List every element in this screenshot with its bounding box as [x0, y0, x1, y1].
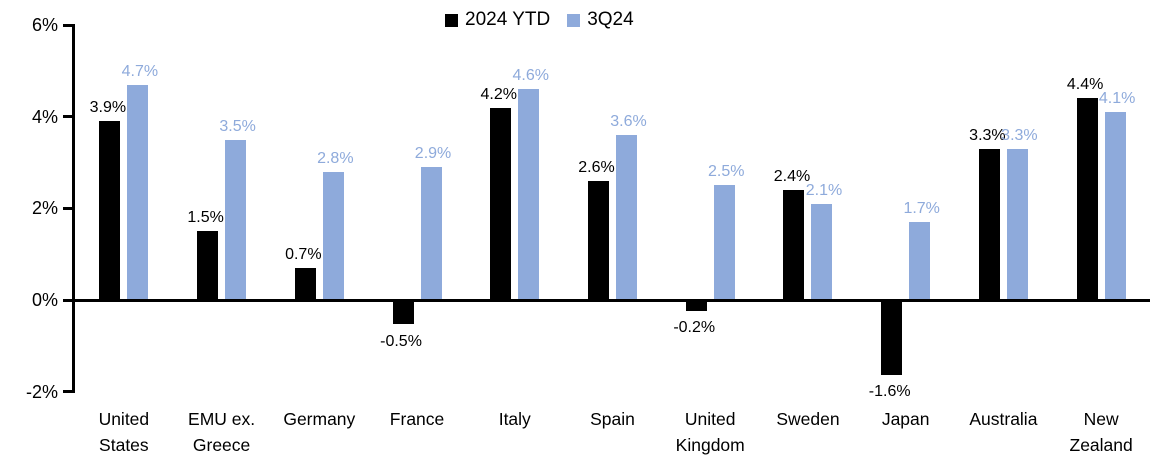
y-axis-tick-label: 4%	[31, 106, 58, 127]
legend-label-3q24: 3Q24	[587, 9, 634, 30]
bar-2024-ytd	[294, 267, 316, 299]
bar-3q24	[518, 89, 540, 299]
y-axis-tick-label: 0%	[31, 290, 58, 310]
bar-value-label: 4.1%	[1098, 90, 1136, 108]
bar-3q24	[713, 185, 735, 299]
bar-value-label: 3.9%	[89, 99, 127, 117]
bar-value-label: 3.3%	[969, 126, 1006, 144]
bar-3q24	[909, 222, 931, 299]
bar-3q24	[127, 84, 149, 299]
bar-2024-ytd	[881, 301, 903, 375]
x-axis-category-label: Germany	[283, 409, 356, 429]
bar-3q24	[616, 135, 637, 299]
bar-value-label: 4.2%	[480, 85, 517, 103]
bar-3q24	[322, 171, 344, 299]
bar-value-label: 2.6%	[578, 158, 615, 176]
x-axis-category-label: New Zealand	[1069, 409, 1133, 455]
y-axis-tick	[63, 115, 72, 119]
bar-2024-ytd	[1076, 98, 1098, 299]
bar-value-label: 2.8%	[317, 149, 354, 167]
x-axis-line	[72, 298, 1150, 302]
bar-2024-ytd	[588, 180, 609, 299]
x-axis-category-label: United States	[98, 409, 150, 455]
x-axis-category-label: Spain	[590, 409, 635, 429]
x-axis-category-label: France	[389, 409, 445, 429]
x-axis-category-label: Japan	[881, 409, 930, 429]
y-axis-tick	[63, 23, 72, 27]
chart-legend: 2024 YTD 3Q24	[445, 9, 634, 31]
legend-label-2024-ytd: 2024 YTD	[465, 9, 551, 30]
bar-3q24	[1104, 112, 1126, 299]
bar-value-label: 0.7%	[285, 245, 322, 263]
bar-2024-ytd	[197, 231, 219, 299]
bar-value-label: -0.5%	[380, 332, 422, 350]
bar-value-label: 4.4%	[1066, 76, 1104, 94]
y-axis-tick	[63, 390, 72, 394]
x-axis-category-label: United Kingdom	[675, 409, 745, 455]
y-axis-line	[72, 23, 75, 394]
legend-item-2024-ytd: 2024 YTD	[445, 9, 550, 31]
bar-value-label: 3.6%	[610, 113, 647, 130]
bar-value-label: 2.1%	[805, 181, 843, 199]
bar-value-label: -1.6%	[868, 383, 911, 401]
x-axis-category-label: Australia	[969, 409, 1038, 429]
bar-3q24	[225, 139, 247, 299]
bar-value-label: 3.5%	[219, 117, 256, 135]
bar-value-label: -0.2%	[673, 319, 716, 337]
bar-2024-ytd	[783, 190, 805, 299]
bar-value-label: 4.6%	[512, 67, 549, 85]
x-axis-category-label: EMU ex. Greece	[188, 409, 256, 455]
x-axis-category-label: Sweden	[776, 409, 840, 429]
bar-value-label: 2.9%	[414, 145, 452, 163]
bar-2024-ytd	[978, 148, 1000, 299]
bar-2024-ytd	[99, 121, 121, 299]
bar-value-label: 1.5%	[187, 209, 224, 227]
x-axis-category-label: Italy	[498, 409, 531, 429]
y-axis-tick	[63, 298, 72, 302]
y-axis-tick-label: -2%	[25, 381, 58, 402]
bar-3q24	[811, 203, 833, 299]
bar-value-label: 4.7%	[121, 62, 159, 80]
bar-3q24	[1006, 148, 1028, 299]
legend-item-3q24: 3Q24	[567, 9, 634, 31]
bar-value-label: 2.5%	[707, 163, 745, 181]
y-axis-tick-label: 6%	[31, 15, 58, 35]
bar-2024-ytd	[490, 107, 512, 299]
bar-value-label: 2.4%	[773, 168, 811, 185]
bar-value-label: 1.7%	[903, 200, 940, 218]
y-axis-tick	[63, 206, 72, 210]
bar-2024-ytd	[685, 301, 707, 311]
bar-2024-ytd	[392, 301, 414, 325]
legend-swatch-3q24	[567, 13, 581, 27]
y-axis-tick-label: 2%	[31, 198, 58, 219]
bar-value-label: 3.3%	[1001, 126, 1038, 144]
legend-swatch-2024-ytd	[445, 13, 458, 27]
bar-3q24	[420, 167, 442, 299]
